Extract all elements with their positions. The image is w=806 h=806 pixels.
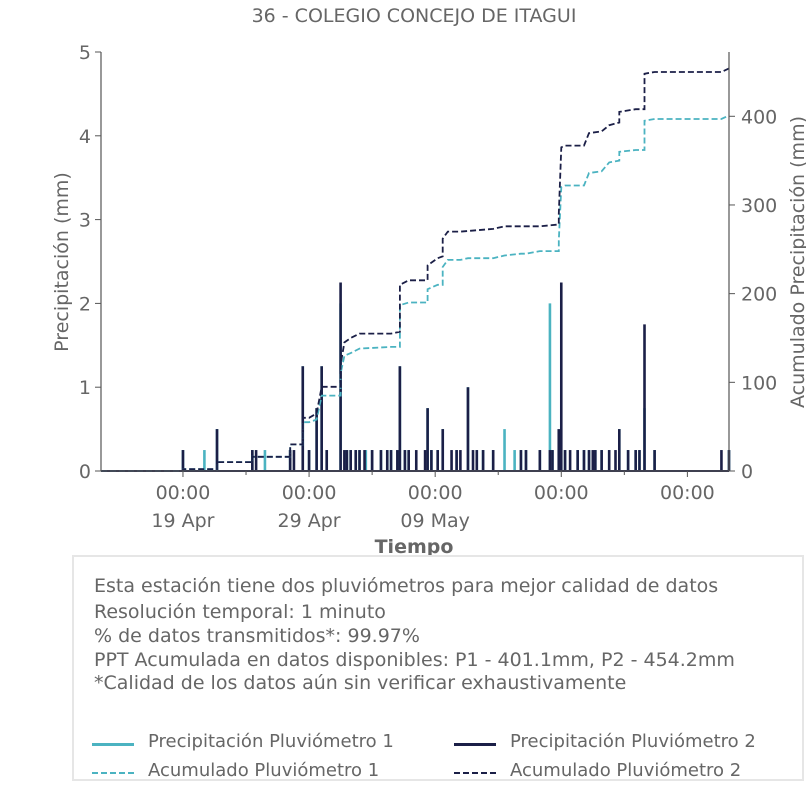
- legend-label: Precipitación Pluviómetro 1: [148, 731, 394, 752]
- x-tick-label: 00:00: [534, 482, 589, 504]
- y2-tick-label: 0: [741, 461, 753, 483]
- cumulative-line: [101, 114, 730, 472]
- legend-swatch-solid-navy: [454, 743, 496, 746]
- info-line: PPT Acumulada en datos disponibles: P1 -…: [94, 649, 735, 671]
- x-date-label: 19 Apr: [151, 510, 214, 532]
- y2-tick-label: 400: [741, 106, 777, 128]
- x-axis-label: Tiempo: [375, 536, 454, 558]
- legend-label: Acumulado Pluviómetro 1: [148, 760, 380, 781]
- y2-tick-label: 300: [741, 195, 777, 217]
- y-tick-label: 2: [79, 293, 91, 315]
- x-tick-label: 00:00: [408, 482, 463, 504]
- legend-swatch-dashed-teal: [92, 772, 134, 774]
- x-date-label: 29 Apr: [278, 510, 341, 532]
- x-tick-label: 00:00: [156, 482, 211, 504]
- legend-swatch-dashed-navy: [454, 772, 496, 774]
- cumulative-line: [101, 67, 730, 472]
- legend-item: Precipitación Pluviómetro 2: [454, 731, 794, 757]
- chart-title: 36 - COLEGIO CONCEJO DE ITAGUI: [252, 5, 577, 27]
- legend-item: Acumulado Pluviómetro 1: [92, 760, 422, 786]
- legend-label: Precipitación Pluviómetro 2: [510, 731, 756, 752]
- x-tick-label: 00:00: [282, 482, 337, 504]
- y-axis-label: Precipitación (mm): [51, 172, 73, 352]
- y2-axis-label: Acumulado Precipitación (mm): [787, 116, 806, 408]
- legend-item: Acumulado Pluviómetro 2: [454, 760, 794, 786]
- y-tick-label: 1: [79, 377, 91, 399]
- info-line: Resolución temporal: 1 minuto: [94, 601, 386, 623]
- legend-label: Acumulado Pluviómetro 2: [510, 760, 742, 781]
- legend-item: Precipitación Pluviómetro 1: [92, 731, 422, 757]
- info-panel: Esta estación tiene dos pluviómetros par…: [72, 555, 804, 781]
- rainfall-chart: 36 - COLEGIO CONCEJO DE ITAGUI 0 1 2 3 4 5 0 10…: [51, 5, 806, 558]
- y-tick-label: 0: [79, 461, 91, 483]
- x-tick-label: 00:00: [660, 482, 715, 504]
- info-line: % de datos transmitidos*: 99.97%: [94, 625, 420, 647]
- y-tick-label: 4: [79, 126, 91, 148]
- legend-swatch-solid-teal: [92, 743, 134, 746]
- y2-tick-label: 200: [741, 284, 777, 306]
- info-line: Esta estación tiene dos pluviómetros par…: [94, 575, 719, 597]
- y-tick-label: 5: [79, 42, 91, 64]
- x-date-label: 09 May: [400, 510, 470, 532]
- y2-tick-label: 100: [741, 372, 777, 394]
- info-line: *Calidad de los datos aún sin verificar …: [94, 672, 627, 694]
- y-tick-label: 3: [79, 210, 91, 232]
